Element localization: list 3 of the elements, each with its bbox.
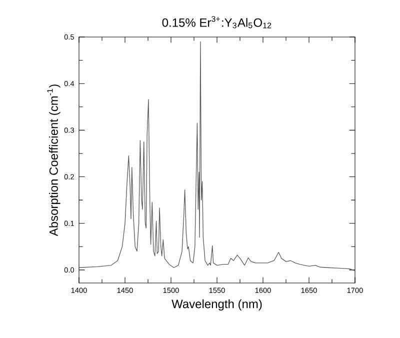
- chart-title: 0.15% Er$^{3+}$:Y$_{3}$Al$_{5}$O$_{12}$: [162, 16, 272, 28]
- x-axis-title: Wavelength (nm): [172, 299, 262, 311]
- y-axis-title: Absorption Coefficient (cm$^{-1}$): [47, 84, 60, 236]
